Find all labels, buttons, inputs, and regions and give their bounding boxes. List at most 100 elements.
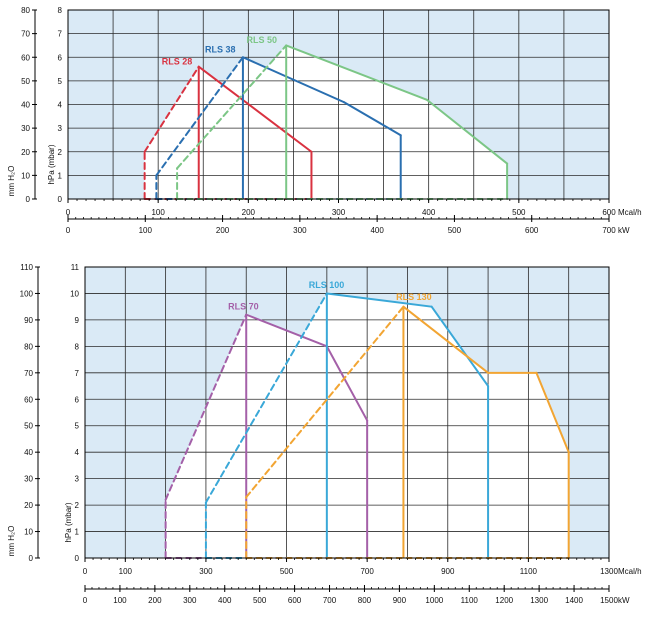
mmh2o-tick-label: 40 (21, 101, 30, 110)
kw-unit-label: kW (618, 596, 630, 605)
mmh2o-axis-label: mm H₂O (7, 526, 16, 557)
kw-tick-label: 1500 (600, 596, 618, 605)
mmh2o-axis-label: mm H₂O (7, 166, 16, 197)
kw-unit-label: kW (618, 226, 630, 235)
kw-tick-label: 500 (253, 596, 267, 605)
mmh2o-tick-label: 10 (21, 171, 30, 180)
kw-tick-label: 300 (293, 226, 307, 235)
kw-tick-label: 500 (448, 226, 462, 235)
kw-tick-label: 300 (183, 596, 197, 605)
y-tick-label: 10 (70, 289, 79, 298)
kw-tick-label: 700 (323, 596, 337, 605)
series-dashed-segment (245, 305, 405, 499)
kw-tick-label: 200 (148, 596, 162, 605)
x-tick-label: 900 (441, 567, 455, 576)
mmh2o-tick-label: 70 (21, 30, 30, 39)
mmh2o-tick-label: 20 (24, 501, 33, 510)
x-tick-label: 600 (602, 208, 616, 217)
x-tick-label: 100 (151, 208, 165, 217)
kw-tick-label: 1100 (461, 596, 479, 605)
kw-tick-label: 1300 (530, 596, 548, 605)
kw-tick-label: 100 (139, 226, 153, 235)
mmh2o-tick-label: 80 (21, 6, 30, 15)
kw-tick-label: 100 (113, 596, 127, 605)
series-segment (245, 313, 328, 348)
y-tick-label: 6 (75, 395, 80, 404)
series-segment (342, 101, 402, 137)
x-tick-label: 0 (83, 567, 88, 576)
y-tick-label: 5 (58, 77, 63, 86)
x-tick-label: 300 (332, 208, 346, 217)
kw-tick-label: 0 (83, 596, 88, 605)
x-unit-label: Mcal/h (618, 208, 642, 217)
series-rls-130: RLS 130 (245, 292, 570, 559)
kw-tick-label: 200 (216, 226, 230, 235)
y-tick-label: 6 (58, 53, 63, 62)
series-segment (535, 371, 570, 454)
envelope-fill (177, 45, 508, 199)
chart-bottom: RLS 70 RLS 100 RLS 130 0 1 2 3 4 5 6 7 8 9 10 11 hPa (m… (7, 263, 642, 605)
series-segment (325, 345, 369, 422)
series-label: RLS 28 (162, 56, 193, 66)
plot-border (84, 266, 610, 559)
kw-tick-label: 600 (525, 226, 539, 235)
x-tick-label: 1300 (600, 567, 618, 576)
y-tick-label: 7 (75, 369, 80, 378)
x-tick-label: 400 (422, 208, 436, 217)
mmh2o-tick-label: 70 (24, 369, 33, 378)
y-tick-label: 9 (75, 316, 80, 325)
y-tick-label: 1 (75, 528, 80, 537)
mmh2o-tick-label: 50 (21, 77, 30, 86)
series-rls-28: RLS 28 (143, 56, 313, 200)
series-label: RLS 70 (228, 301, 259, 311)
y-tick-label: 5 (75, 422, 80, 431)
y-tick-label: 1 (58, 171, 63, 180)
y-tick-label: 8 (75, 342, 80, 351)
y-tick-label: 0 (75, 554, 80, 563)
x-tick-label: 200 (242, 208, 256, 217)
chart-top: RLS 28 RLS 38 RLS 50 0 1 2 3 4 5 6 7 8 hPa (mbar) 0 10… (7, 6, 642, 235)
kw-tick-label: 1000 (425, 596, 443, 605)
x-unit-label: Mcal/h (618, 567, 642, 576)
hpa-axis-label: hPa (mbar) (47, 144, 56, 184)
series-segment (425, 98, 509, 165)
mmh2o-tick-label: 100 (20, 289, 34, 298)
series-segment (197, 65, 313, 153)
x-tick-label: 100 (119, 567, 133, 576)
y-tick-label: 2 (75, 501, 80, 510)
kw-tick-label: 400 (218, 596, 232, 605)
hpa-axis-label: hPa (mbar) (64, 502, 73, 542)
mmh2o-tick-label: 110 (20, 263, 33, 272)
x-tick-label: 500 (512, 208, 526, 217)
y-tick-label: 7 (58, 30, 63, 39)
series-label: RLS 100 (309, 280, 345, 290)
mmh2o-tick-label: 50 (24, 422, 33, 431)
series-label: RLS 130 (396, 292, 432, 302)
kw-tick-label: 400 (370, 226, 384, 235)
y-tick-label: 8 (58, 6, 63, 15)
y-tick-label: 3 (75, 475, 80, 484)
series-label: RLS 38 (205, 45, 236, 55)
x-tick-label: 700 (360, 567, 374, 576)
series-dashed-segment (164, 313, 248, 501)
kw-tick-label: 1400 (565, 596, 583, 605)
mmh2o-tick-label: 60 (24, 395, 33, 404)
series-segment (241, 56, 345, 104)
series-segment (325, 292, 433, 308)
y-tick-label: 4 (75, 448, 80, 457)
y-tick-label: 4 (58, 101, 63, 110)
mmh2o-tick-label: 60 (21, 53, 30, 62)
series-dashed-segment (143, 65, 200, 153)
mmh2o-tick-label: 80 (24, 342, 33, 351)
kw-tick-label: 700 (602, 226, 616, 235)
kw-tick-label: 800 (358, 596, 372, 605)
series-dashed-segment (155, 56, 244, 177)
y-tick-label: 2 (58, 148, 63, 157)
mmh2o-tick-label: 0 (26, 195, 31, 204)
kw-tick-label: 900 (393, 596, 407, 605)
mmh2o-tick-label: 30 (21, 124, 30, 133)
mmh2o-tick-label: 10 (24, 528, 33, 537)
mmh2o-tick-label: 30 (24, 475, 33, 484)
